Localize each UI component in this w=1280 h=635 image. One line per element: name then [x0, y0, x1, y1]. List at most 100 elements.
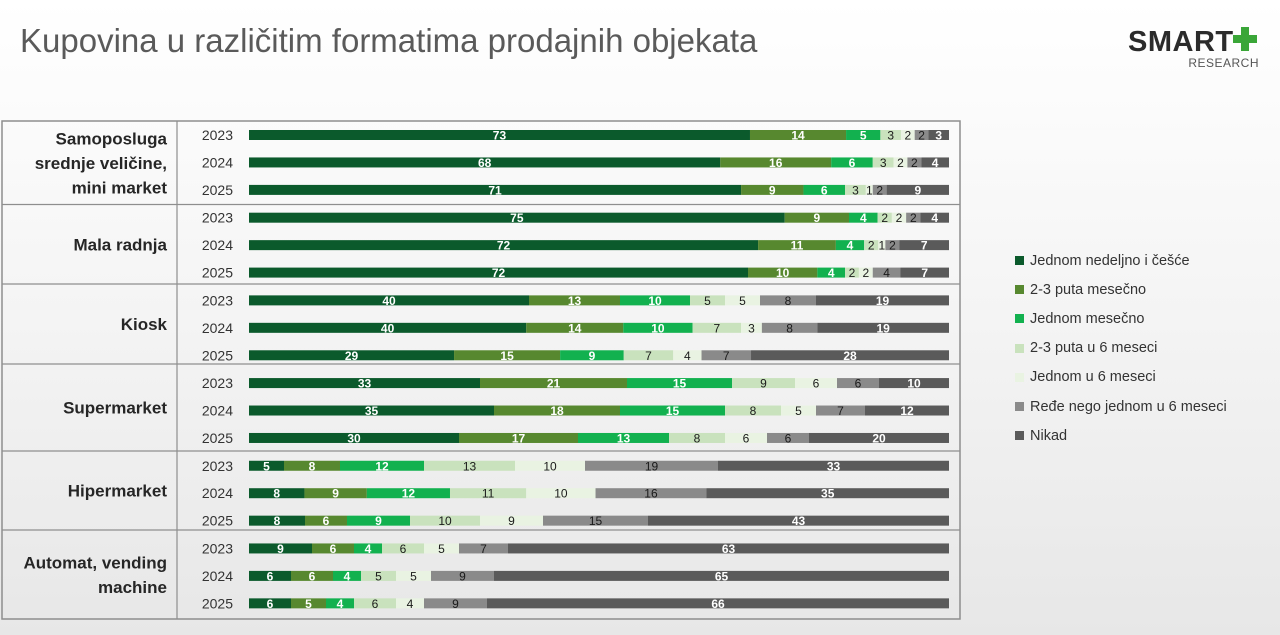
bar-segment: [673, 350, 702, 361]
data-label: 6: [267, 569, 274, 583]
data-label: 5: [305, 597, 312, 611]
bar-segment: [837, 378, 879, 389]
bar-segment: [758, 240, 836, 251]
legend-swatch: [1015, 314, 1024, 324]
year-label: 2024: [202, 568, 233, 584]
legend-swatch: [1015, 343, 1024, 353]
bar-segment: [906, 212, 921, 223]
bar-segment: [249, 543, 312, 554]
bar-segment: [692, 322, 742, 333]
data-label: 29: [345, 349, 359, 363]
bar-segment: [515, 460, 585, 471]
bar-segment: [623, 322, 693, 333]
data-label: 10: [651, 321, 665, 335]
data-label: 5: [860, 129, 867, 143]
bar-segment: [886, 184, 949, 195]
data-label: 2: [904, 129, 911, 143]
data-label: 35: [821, 487, 835, 501]
legend-swatch: [1015, 256, 1024, 266]
bar-segment: [249, 515, 305, 526]
category-label: Automat, vending machine: [23, 553, 167, 597]
bar-segment: [340, 460, 424, 471]
data-label: 6: [372, 597, 379, 611]
bar-segment: [305, 515, 347, 526]
bar-segment: [424, 543, 459, 554]
bar-segment: [781, 405, 816, 416]
legend-label: Jednom u 6 meseci: [1030, 369, 1156, 386]
year-label: 2025: [202, 265, 233, 281]
data-label: 65: [715, 569, 729, 583]
data-label: 4: [365, 542, 372, 556]
bar-segment: [877, 212, 892, 223]
data-label: 7: [645, 349, 652, 363]
data-label: 73: [493, 129, 507, 143]
data-label: 6: [785, 431, 792, 445]
legend-swatch: [1015, 372, 1024, 382]
data-label: 5: [438, 542, 445, 556]
bar-segment: [872, 267, 901, 278]
bar-segment: [449, 488, 527, 499]
legend-swatch: [1015, 402, 1024, 412]
data-label: 4: [932, 156, 939, 170]
bar-segment: [928, 130, 949, 140]
legend-label: 2-3 puta u 6 meseci: [1030, 340, 1158, 357]
bar-segment: [817, 267, 846, 278]
bar-segment: [249, 322, 527, 333]
data-label: 68: [478, 156, 492, 170]
year-label: 2023: [202, 292, 233, 308]
data-label: 40: [382, 294, 396, 308]
data-label: 4: [931, 211, 938, 225]
bar-segment: [396, 570, 431, 581]
data-label: 17: [512, 431, 526, 445]
year-label: 2024: [202, 320, 233, 336]
data-label: 13: [463, 459, 477, 473]
data-label: 1: [878, 239, 885, 253]
year-label: 2023: [202, 210, 233, 226]
data-label: 15: [500, 349, 514, 363]
bar-segment: [891, 212, 907, 223]
bar-segment: [249, 295, 529, 306]
bar-segment: [560, 350, 624, 361]
data-label: 28: [843, 349, 857, 363]
bar-segment: [920, 212, 949, 223]
year-label: 2025: [202, 513, 233, 529]
bar-segment: [907, 157, 922, 168]
bar-segment: [816, 405, 865, 416]
plus-icon: [1233, 27, 1257, 51]
bar-segment: [872, 157, 894, 168]
logo-wordmark: SMART: [1128, 26, 1234, 58]
data-label: 19: [876, 321, 890, 335]
data-label: 12: [900, 404, 914, 418]
data-label: 6: [309, 569, 316, 583]
bar-segment: [424, 598, 487, 609]
bar-segment: [845, 267, 859, 278]
bar-segment: [424, 460, 515, 471]
bar-segment: [529, 295, 620, 306]
bar-segment: [809, 432, 949, 443]
data-label: 33: [358, 377, 372, 391]
year-label: 2023: [202, 375, 233, 391]
bar-segment: [803, 184, 846, 195]
bar-segment: [291, 570, 333, 581]
bar-segment: [354, 543, 382, 554]
legend-item: Nikad: [1015, 421, 1227, 450]
data-label: 9: [508, 514, 515, 528]
bar-segment: [312, 543, 354, 554]
bar-segment: [249, 378, 480, 389]
data-label: 14: [568, 321, 582, 335]
bar-segment: [921, 157, 949, 168]
bar-segment: [249, 488, 305, 499]
bar-segment: [872, 184, 887, 195]
category-label: Mala radnja: [73, 235, 167, 254]
data-label: 7: [713, 321, 720, 335]
bar-segment: [669, 432, 725, 443]
data-label: 9: [332, 487, 339, 501]
data-label: 9: [589, 349, 596, 363]
logo-subtitle: RESEARCH: [1188, 56, 1259, 70]
data-label: 43: [792, 514, 806, 528]
bar-segment: [585, 460, 718, 471]
smart-research-logo: SMART RESEARCH: [1120, 26, 1265, 74]
bar-segment: [480, 378, 627, 389]
data-label: 13: [617, 431, 631, 445]
